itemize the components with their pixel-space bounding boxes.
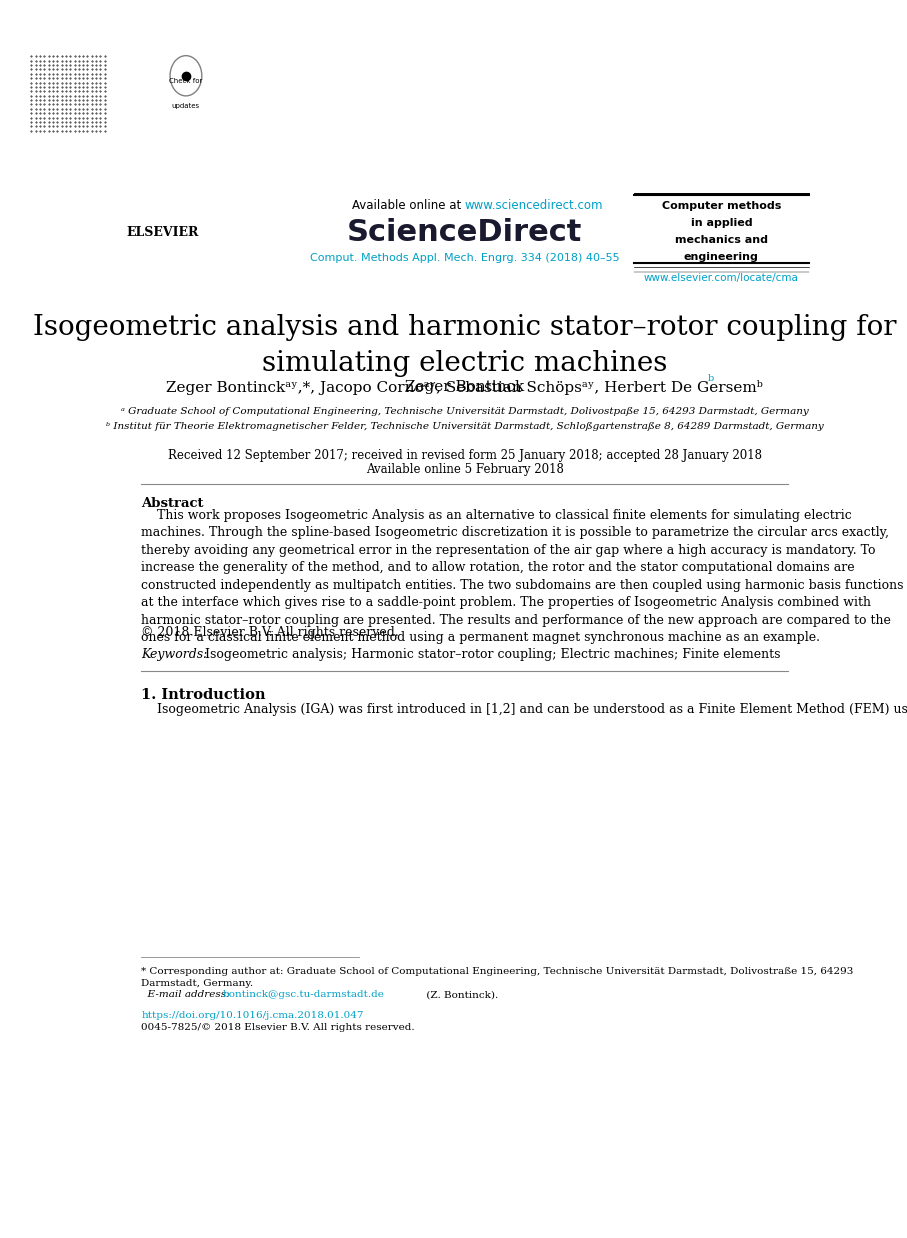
Text: (Z. Bontinck).: (Z. Bontinck). <box>423 990 498 999</box>
Text: ScienceDirect: ScienceDirect <box>347 218 582 246</box>
Text: This work proposes Isogeometric Analysis as an alternative to classical finite e: This work proposes Isogeometric Analysis… <box>141 509 904 645</box>
Text: Abstract: Abstract <box>141 496 204 510</box>
Text: Zeger Bontinck: Zeger Bontinck <box>405 380 524 394</box>
Text: Keywords:: Keywords: <box>141 647 208 661</box>
Text: ᵃ Graduate School of Computational Engineering, Technische Universität Darmstadt: ᵃ Graduate School of Computational Engin… <box>121 406 809 416</box>
Text: www.sciencedirect.com: www.sciencedirect.com <box>465 198 603 212</box>
Text: bontinck@gsc.tu-darmstadt.de: bontinck@gsc.tu-darmstadt.de <box>222 990 385 999</box>
Text: E-mail address:: E-mail address: <box>141 990 233 999</box>
Text: mechanics and: mechanics and <box>675 235 768 245</box>
Text: ELSEVIER: ELSEVIER <box>126 225 199 239</box>
Text: * Corresponding author at: Graduate School of Computational Engineering, Technis: * Corresponding author at: Graduate Scho… <box>141 967 853 976</box>
Text: b: b <box>707 374 714 383</box>
Text: engineering: engineering <box>684 253 759 262</box>
Text: Available online 5 February 2018: Available online 5 February 2018 <box>366 463 564 475</box>
Text: Comput. Methods Appl. Mech. Engrg. 334 (2018) 40–55: Comput. Methods Appl. Mech. Engrg. 334 (… <box>310 253 619 262</box>
Text: © 2018 Elsevier B.V. All rights reserved.: © 2018 Elsevier B.V. All rights reserved… <box>141 626 399 639</box>
Text: Isogeometric analysis and harmonic stator–rotor coupling for
simulating electric: Isogeometric analysis and harmonic stato… <box>33 314 897 376</box>
Text: in applied: in applied <box>690 218 752 228</box>
Text: Isogeometric analysis; Harmonic stator–rotor coupling; Electric machines; Finite: Isogeometric analysis; Harmonic stator–r… <box>201 647 781 661</box>
Text: Zeger Bontinckᵃʸ,*, Jacopo Cornoᵃʸ, Sebastian Schöpsᵃʸ, Herbert De Gersemᵇ: Zeger Bontinckᵃʸ,*, Jacopo Cornoᵃʸ, Seba… <box>166 380 764 395</box>
Text: updates: updates <box>171 103 200 109</box>
Text: Available online at: Available online at <box>352 198 465 212</box>
Text: Isogeometric Analysis (IGA) was first introduced in [1,2] and can be understood : Isogeometric Analysis (IGA) was first in… <box>141 703 907 716</box>
Text: Computer methods: Computer methods <box>662 201 781 210</box>
Text: 0045-7825/© 2018 Elsevier B.V. All rights reserved.: 0045-7825/© 2018 Elsevier B.V. All right… <box>141 1024 415 1032</box>
Text: ᵇ Institut für Theorie Elektromagnetischer Felder, Technische Universität Darmst: ᵇ Institut für Theorie Elektromagnetisch… <box>106 422 824 431</box>
Text: Check for: Check for <box>170 78 202 84</box>
Text: Darmstadt, Germany.: Darmstadt, Germany. <box>141 978 254 988</box>
Text: www.elsevier.com/locate/cma: www.elsevier.com/locate/cma <box>644 274 799 284</box>
Text: Received 12 September 2017; received in revised form 25 January 2018; accepted 2: Received 12 September 2017; received in … <box>168 449 762 462</box>
Text: https://doi.org/10.1016/j.cma.2018.01.047: https://doi.org/10.1016/j.cma.2018.01.04… <box>141 1011 364 1020</box>
Text: 1. Introduction: 1. Introduction <box>141 687 266 702</box>
